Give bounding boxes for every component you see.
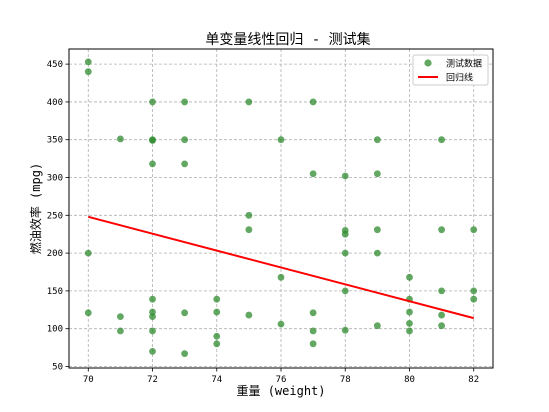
y-tick-label: 450: [47, 60, 63, 70]
y-tick-label: 350: [47, 136, 63, 146]
data-point: [438, 311, 446, 319]
data-point: [309, 340, 317, 348]
data-point: [470, 287, 478, 295]
y-tick-label: 200: [47, 249, 63, 259]
data-point: [149, 137, 156, 144]
data-point: [245, 311, 253, 319]
data-point: [181, 309, 189, 317]
data-point: [341, 230, 349, 238]
data-point: [406, 320, 413, 327]
data-point: [470, 295, 478, 303]
data-point: [277, 136, 285, 144]
data-point: [341, 172, 349, 180]
y-tick-label: 100: [47, 325, 63, 335]
data-point: [84, 249, 92, 257]
x-axis-ticks: 70 72 74 76 78 80 82: [83, 368, 479, 385]
x-tick-label: 82: [468, 375, 479, 385]
x-tick-label: 76: [276, 375, 287, 385]
x-tick-label: 74: [211, 375, 222, 385]
data-point: [84, 58, 92, 66]
y-tick-label: 250: [47, 211, 63, 221]
x-tick-label: 70: [83, 375, 94, 385]
y-tick-label: 400: [47, 98, 63, 108]
data-point: [373, 249, 381, 257]
data-point: [213, 332, 221, 340]
data-point: [309, 98, 317, 106]
data-point: [438, 287, 446, 295]
data-point: [245, 211, 253, 219]
data-point: [406, 273, 413, 281]
legend-label-regression: 回归线: [446, 72, 473, 84]
data-point: [245, 98, 253, 106]
data-point: [149, 295, 156, 303]
data-point: [341, 326, 349, 334]
data-point: [149, 160, 156, 168]
data-point: [406, 327, 413, 335]
data-point: [341, 249, 349, 257]
data-point: [373, 322, 381, 330]
data-point: [438, 226, 446, 234]
y-axis-ticks: 50 100 150 200 250 300 350 400 450: [47, 60, 69, 372]
data-point: [84, 68, 92, 76]
legend: 测试数据 回归线: [412, 54, 489, 86]
data-point: [181, 98, 189, 106]
data-point: [277, 320, 285, 328]
data-point: [116, 313, 124, 320]
data-point: [84, 309, 92, 317]
data-point: [116, 327, 124, 335]
data-point: [181, 350, 189, 358]
x-tick-label: 78: [340, 375, 351, 385]
x-axis-label: 重量 (weight): [236, 384, 325, 398]
data-point: [470, 226, 478, 234]
data-point: [373, 226, 381, 234]
regression-line: [88, 215, 474, 320]
data-point: [309, 309, 317, 317]
data-point: [181, 160, 189, 168]
x-tick-label: 72: [147, 375, 158, 385]
data-point: [181, 136, 189, 144]
data-point: [116, 135, 124, 143]
chart-title: 单变量线性回归 - 测试集: [205, 31, 370, 48]
y-tick-label: 300: [47, 174, 63, 184]
data-point: [406, 308, 413, 316]
data-point: [438, 322, 446, 330]
data-point: [309, 170, 317, 178]
y-axis-label: 燃油效率 (mpg): [28, 163, 43, 254]
data-point: [149, 313, 156, 320]
data-point: [341, 287, 349, 295]
data-point: [213, 295, 221, 303]
legend-scatter-marker: [424, 59, 432, 67]
data-point: [213, 340, 221, 348]
data-point: [149, 327, 156, 335]
data-point: [309, 327, 317, 335]
scatter-points: [84, 58, 478, 358]
data-point: [149, 347, 156, 355]
data-point: [149, 98, 156, 106]
data-point: [438, 136, 446, 144]
x-tick-label: 80: [404, 375, 415, 385]
data-point: [277, 273, 285, 281]
regression-line-group: [88, 215, 474, 320]
data-point: [373, 170, 381, 178]
y-tick-label: 150: [47, 287, 63, 297]
data-point: [213, 308, 221, 316]
data-point: [245, 226, 253, 234]
legend-label-test-data: 测试数据: [446, 58, 482, 70]
data-point: [373, 136, 381, 144]
y-tick-label: 50: [52, 362, 63, 372]
